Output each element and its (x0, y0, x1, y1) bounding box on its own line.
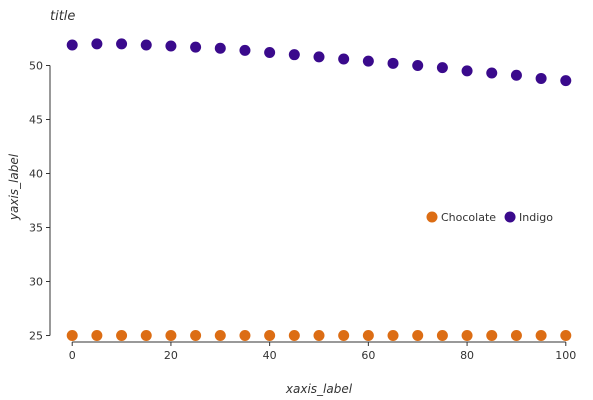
y-tick-label: 30 (29, 276, 43, 289)
y-tick-label: 50 (29, 59, 43, 72)
point-chocolate (362, 330, 374, 342)
point-indigo (362, 55, 374, 67)
point-chocolate (535, 330, 547, 342)
point-chocolate (190, 330, 202, 342)
data-points (66, 38, 572, 342)
point-chocolate (165, 330, 177, 342)
point-chocolate (288, 330, 300, 342)
x-tick-label: 100 (555, 349, 576, 362)
point-indigo (510, 69, 522, 81)
point-chocolate (66, 330, 78, 342)
y-tick-label: 35 (29, 222, 43, 235)
point-indigo (288, 49, 300, 61)
x-tick-label: 60 (361, 349, 375, 362)
point-indigo (264, 47, 276, 59)
point-chocolate (510, 330, 522, 342)
point-indigo (338, 53, 350, 65)
y-tick-label: 40 (29, 167, 43, 180)
point-chocolate (560, 330, 572, 342)
point-indigo (140, 39, 152, 51)
point-chocolate (461, 330, 473, 342)
legend-label-chocolate: Chocolate (441, 211, 496, 224)
x-tick-label: 20 (164, 349, 178, 362)
point-chocolate (486, 330, 498, 342)
point-chocolate (91, 330, 103, 342)
point-indigo (116, 38, 128, 50)
point-indigo (91, 38, 103, 50)
point-indigo (66, 39, 78, 51)
point-chocolate (140, 330, 152, 342)
point-indigo (436, 62, 448, 74)
point-indigo (165, 40, 177, 52)
y-axis-title: yaxis_label (7, 153, 21, 221)
x-tick-label: 80 (460, 349, 474, 362)
x-axis-title: xaxis_label (285, 382, 353, 396)
point-indigo (239, 44, 251, 56)
point-chocolate (116, 330, 128, 342)
x-tick-label: 40 (263, 349, 277, 362)
point-indigo (190, 41, 202, 53)
point-chocolate (338, 330, 350, 342)
point-indigo (560, 75, 572, 87)
axes: 25 30 35 40 45 50 0 20 40 60 80 100 (29, 59, 576, 362)
point-indigo (461, 65, 473, 77)
point-chocolate (412, 330, 424, 342)
point-indigo (535, 72, 547, 84)
point-indigo (387, 57, 399, 69)
point-chocolate (214, 330, 226, 342)
legend-marker-chocolate (426, 211, 438, 223)
chart-title: title (50, 9, 75, 24)
point-indigo (313, 51, 325, 63)
point-chocolate (436, 330, 448, 342)
legend-marker-indigo (504, 211, 516, 223)
y-tick-label: 25 (29, 330, 43, 343)
x-tick-label: 0 (69, 349, 76, 362)
y-tick-label: 45 (29, 113, 43, 126)
point-chocolate (239, 330, 251, 342)
point-indigo (214, 42, 226, 54)
point-indigo (486, 67, 498, 79)
legend: Chocolate Indigo (426, 211, 553, 224)
point-indigo (412, 59, 424, 71)
point-chocolate (264, 330, 276, 342)
point-chocolate (387, 330, 399, 342)
legend-label-indigo: Indigo (519, 211, 553, 224)
point-chocolate (313, 330, 325, 342)
